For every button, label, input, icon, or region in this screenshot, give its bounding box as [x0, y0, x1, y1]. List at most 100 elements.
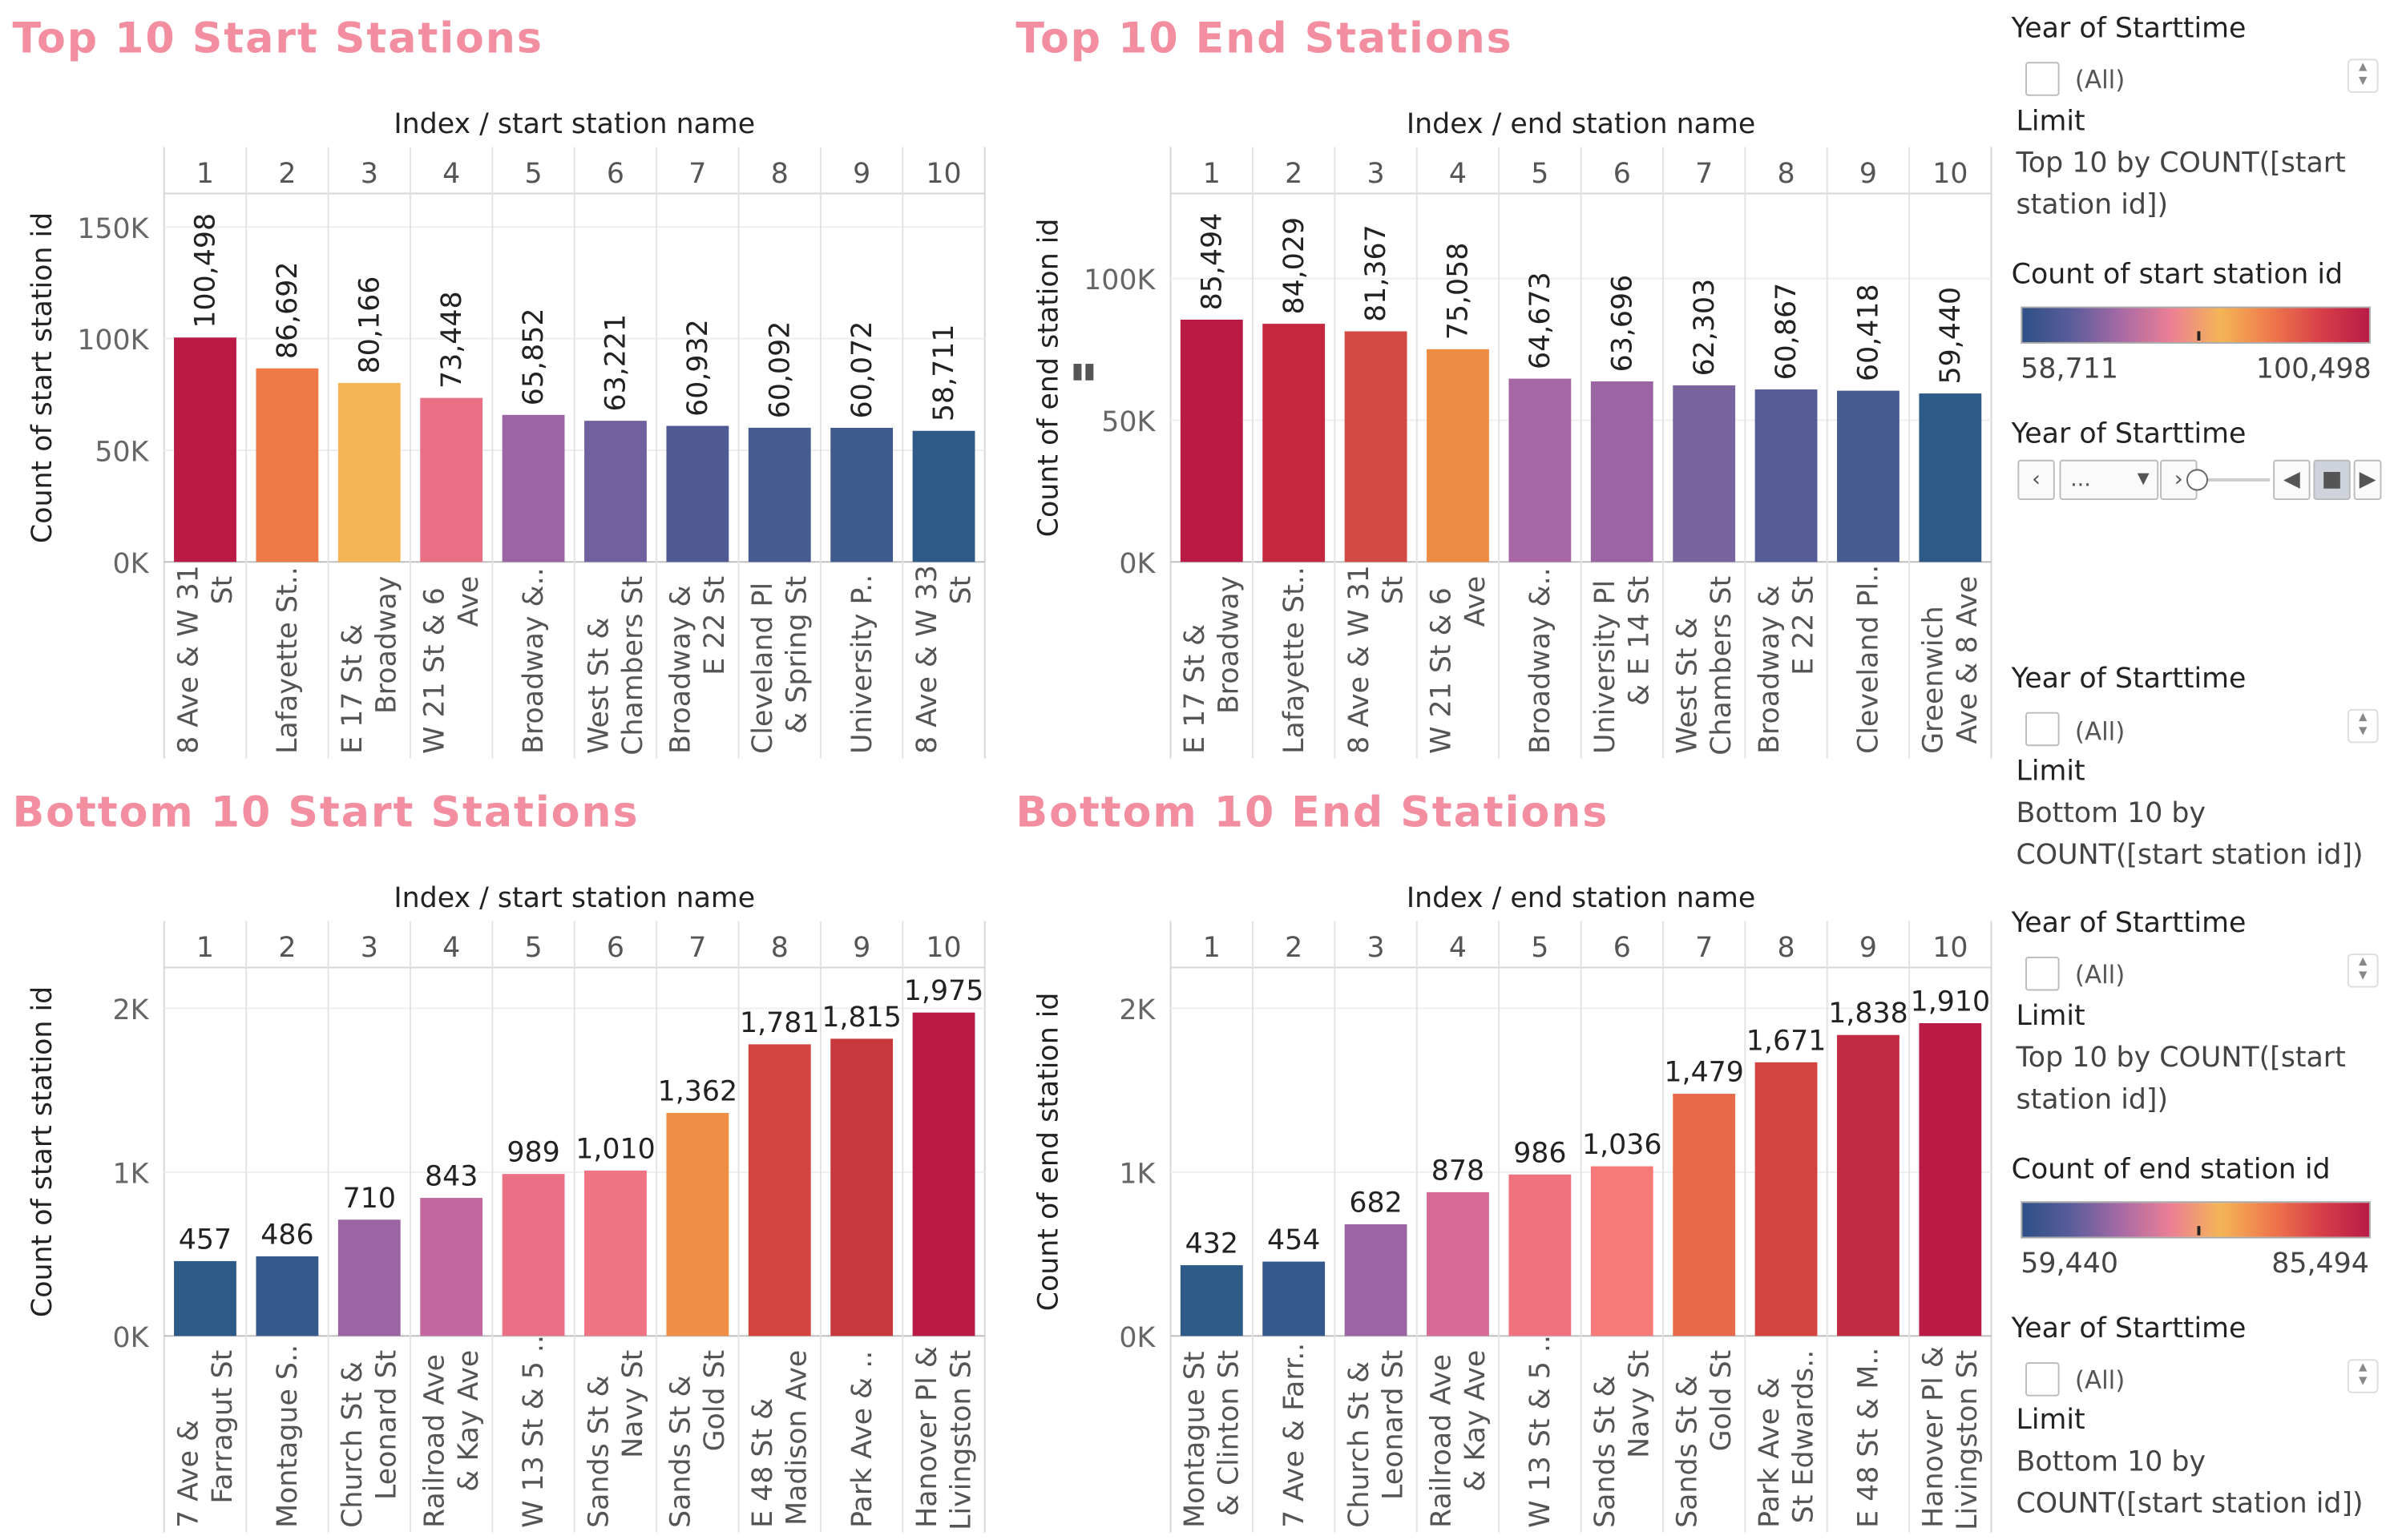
index-label: 2: [1285, 158, 1302, 190]
data-label: 1,910: [1911, 986, 1991, 1018]
station-name-label: & Kay Ave: [453, 1350, 485, 1492]
station-name-label: Ave: [1459, 576, 1492, 627]
data-label: 1,671: [1746, 1025, 1827, 1057]
all-checkbox[interactable]: [2025, 1362, 2060, 1397]
data-label: 62,303: [1689, 279, 1721, 377]
station-name-label: Cleveland Pl: [747, 583, 779, 754]
year-filter-title: Year of Starttime: [2011, 662, 2247, 695]
station-name-label: Broadway &..: [518, 567, 550, 754]
station-name-label: E 22 St: [1787, 576, 1819, 675]
index-label: 4: [442, 158, 460, 190]
all-checkbox[interactable]: [2025, 712, 2060, 747]
station-name-label: 8 Ave & W 31: [172, 565, 204, 754]
data-label: 63,221: [600, 314, 632, 412]
index-label: 6: [607, 932, 624, 964]
index-label: 7: [1695, 158, 1713, 190]
bar: [502, 1174, 565, 1336]
station-name-label: Navy St: [1624, 1350, 1656, 1458]
index-label: 8: [771, 158, 789, 190]
bar: [748, 1044, 811, 1336]
station-name-label: Lafayette St..: [272, 566, 304, 754]
station-name-label: 7 Ave & Farr..: [1278, 1343, 1310, 1528]
index-label: 10: [1932, 158, 1968, 190]
year-slider-track[interactable]: [2202, 478, 2271, 482]
bottom-start-chart: Index / start station name 0K 1K 2K Count of…: [26, 882, 986, 1533]
filter-spinner[interactable]: ▲ ▼: [2347, 58, 2379, 93]
top-start-chart: Index / start station name 0K 50K 100K 150K C…: [26, 108, 986, 759]
prev-button[interactable]: ‹: [2017, 459, 2055, 501]
station-name-label: Hanover Pl &: [911, 1346, 943, 1528]
bar: [1508, 1174, 1572, 1336]
chart-title: Bottom 10 End Stations: [1015, 789, 1609, 838]
year-slider-handle[interactable]: [2186, 469, 2209, 491]
limit-text: Bottom 10 by COUNT([start station id]): [2016, 796, 2364, 872]
index-label: 4: [1449, 932, 1467, 964]
index-label: 5: [525, 932, 543, 964]
chevron-down-icon: ▼: [2137, 470, 2150, 488]
station-name-label: Sands St &: [1589, 1375, 1621, 1528]
bar: [1427, 1191, 1489, 1336]
station-name-label: Sands St &: [583, 1375, 615, 1528]
station-name-label: St: [945, 576, 977, 605]
station-name-label: Broadway &: [665, 585, 697, 754]
data-label: 682: [1349, 1187, 1402, 1219]
bar: [1919, 1022, 1982, 1336]
station-name-label: St: [207, 576, 239, 605]
station-name-label: 8 Ave & W 33: [911, 565, 943, 754]
bar: [337, 382, 401, 562]
bar: [1673, 1094, 1736, 1336]
limit-text: Top 10 by COUNT([start station id]): [2016, 1042, 2346, 1116]
index-label: 7: [1695, 932, 1713, 964]
bar: [420, 1198, 483, 1336]
bar: [830, 1038, 894, 1336]
bar: [1344, 331, 1407, 562]
bar: [1344, 1224, 1407, 1336]
data-label: 60,418: [1853, 284, 1885, 381]
station-name-label: Chambers St: [617, 576, 649, 756]
data-label: 1,479: [1664, 1057, 1744, 1089]
data-label: 73,448: [436, 291, 468, 389]
stop-button[interactable]: ■: [2313, 459, 2351, 501]
chart-title: Bottom 10 Start Stations: [12, 789, 640, 838]
play-button[interactable]: ▶: [2353, 459, 2382, 501]
filter-spinner[interactable]: ▲ ▼: [2347, 953, 2379, 988]
index-label: 2: [278, 932, 296, 964]
data-label: 1,362: [658, 1076, 738, 1108]
legend-marker: [2197, 1226, 2201, 1236]
index-label: 5: [1531, 158, 1548, 190]
station-name-label: Cleveland Pl..: [1853, 565, 1885, 754]
y-tick-label: 0K: [1119, 1322, 1156, 1354]
all-checkbox[interactable]: [2025, 62, 2060, 96]
chart-title: Top 10 Start Stations: [12, 15, 543, 64]
station-name-label: Broadway &: [1754, 585, 1786, 754]
index-label: 9: [853, 158, 870, 190]
year-slider-title: Year of Starttime: [2011, 417, 2247, 451]
index-label: 6: [1613, 158, 1631, 190]
station-name-label: University Pl: [1589, 580, 1621, 754]
station-name-label: Livingston St: [1952, 1350, 1984, 1530]
top-end-chart: Index / end station name 0K 50K 100K Count o…: [1033, 108, 1992, 759]
color-legend-gradient: [2021, 1201, 2371, 1239]
show-me-icon[interactable]: ▮▮: [1071, 359, 1096, 385]
bar: [912, 1012, 975, 1336]
color-legend-gradient: [2021, 306, 2371, 344]
bar: [256, 1256, 319, 1336]
color-legend-title: Count of start station id: [2011, 258, 2344, 292]
filter-spinner[interactable]: ▲ ▼: [2347, 1359, 2379, 1393]
all-checkbox[interactable]: [2025, 956, 2060, 991]
station-name-label: W 13 St & 5 ..: [1524, 1335, 1556, 1528]
bar: [337, 1220, 401, 1336]
filter-spinner[interactable]: ▲ ▼: [2347, 708, 2379, 744]
bar: [174, 337, 236, 562]
data-label: 63,696: [1606, 275, 1638, 373]
data-label: 86,692: [272, 261, 304, 359]
data-label: 1,838: [1828, 998, 1908, 1030]
bar: [420, 397, 483, 562]
index-label: 9: [1859, 932, 1877, 964]
bar: [1837, 1034, 1899, 1336]
y-tick-label: 150K: [77, 213, 149, 245]
index-label: 6: [607, 158, 624, 190]
step-back-button[interactable]: ◀: [2273, 459, 2311, 501]
year-dropdown[interactable]: ... ▼: [2059, 459, 2159, 501]
bar: [1262, 324, 1326, 562]
